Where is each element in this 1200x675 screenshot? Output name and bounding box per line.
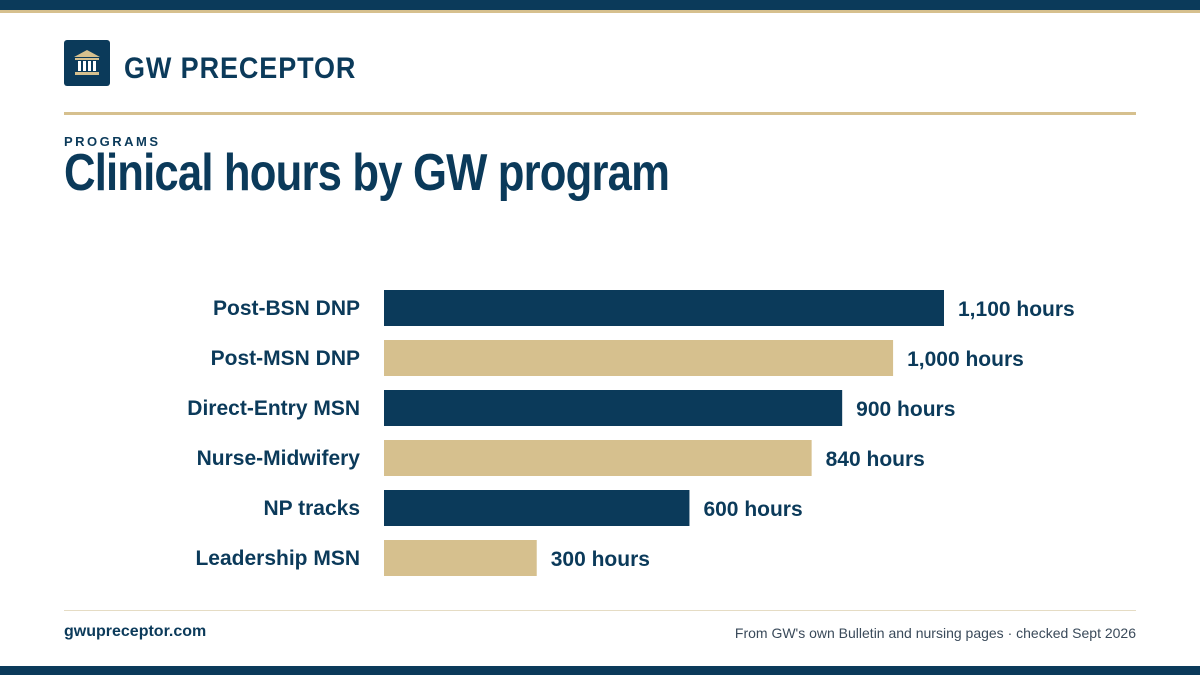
bottom-accent-bar — [0, 666, 1200, 675]
bar-direct-entry-msn — [384, 390, 843, 426]
bar-np-tracks — [384, 490, 690, 526]
brand-name: GW PRECEPTOR — [124, 52, 357, 85]
value-label-direct-entry-msn: 900 hours — [856, 398, 955, 421]
category-label-post-bsn-dnp: Post-BSN DNP — [213, 297, 360, 320]
category-label-post-msn-dnp: Post-MSN DNP — [211, 347, 360, 370]
bar-leadership-msn — [384, 540, 537, 576]
category-label-leadership-msn: Leadership MSN — [195, 547, 360, 570]
category-label-np-tracks: NP tracks — [263, 497, 360, 520]
site-url: gwupreceptor.com — [64, 623, 207, 640]
value-label-np-tracks: 600 hours — [703, 498, 802, 521]
value-label-leadership-msn: 300 hours — [551, 548, 650, 571]
value-label-post-bsn-dnp: 1,100 hours — [958, 298, 1075, 321]
institution-building-icon — [64, 40, 110, 86]
value-label-post-msn-dnp: 1,000 hours — [907, 348, 1024, 371]
section-eyebrow: PROGRAMS — [64, 134, 161, 149]
footer-divider — [64, 610, 1136, 611]
page-title: Clinical hours by GW program — [64, 144, 670, 202]
source-note: From GW's own Bulletin and nursing pages… — [734, 625, 1136, 641]
bar-post-bsn-dnp — [384, 290, 944, 326]
category-label-nurse-midwifery: Nurse-Midwifery — [197, 447, 361, 470]
bar-nurse-midwifery — [384, 440, 812, 476]
top-gold-stripe — [0, 10, 1200, 13]
category-label-direct-entry-msn: Direct-Entry MSN — [187, 397, 360, 420]
header-divider — [64, 112, 1136, 115]
bar-post-msn-dnp — [384, 340, 894, 376]
value-label-nurse-midwifery: 840 hours — [826, 448, 925, 471]
top-accent-bar — [0, 0, 1200, 10]
